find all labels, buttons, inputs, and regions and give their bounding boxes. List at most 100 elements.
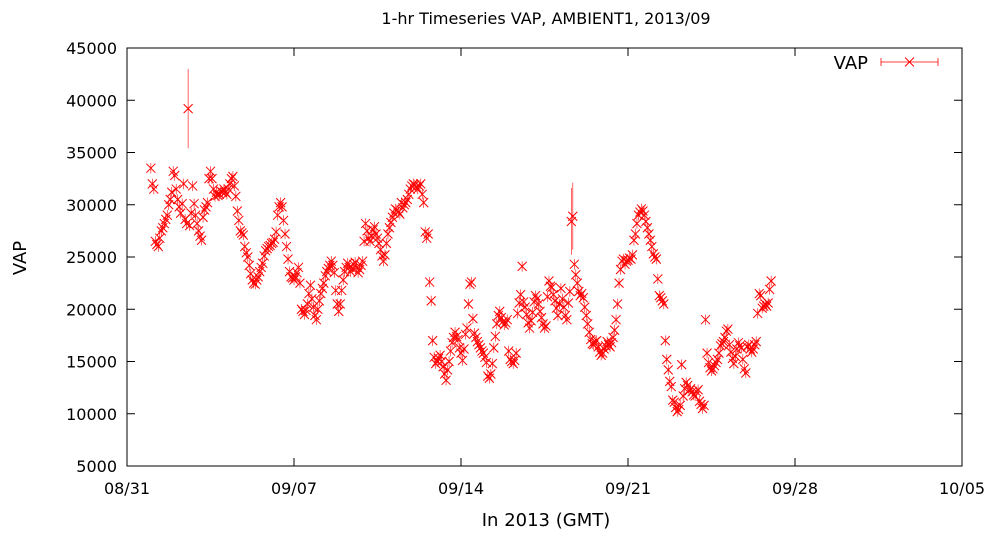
point-marker [380,250,390,260]
data-point [488,342,499,354]
data-point [146,162,156,174]
point-marker [462,323,472,333]
data-point [503,345,514,357]
data-point [426,295,437,307]
data-point [171,183,182,195]
point-marker [630,229,641,239]
point-marker [162,210,173,221]
data-point [293,262,304,273]
data-point [714,347,724,359]
data-point [357,255,368,267]
data-point [318,277,329,289]
point-marker [687,386,697,397]
point-marker [247,275,258,285]
point-marker [478,348,489,358]
data-point [644,228,654,240]
data-point [502,314,513,325]
data-point [581,310,592,321]
legend: VAP [834,53,939,74]
data-point [749,339,760,351]
point-marker [655,292,666,303]
data-point [333,306,344,317]
point-marker [292,267,302,278]
point-marker [222,189,232,200]
data-point [442,364,453,376]
data-point [564,286,575,297]
data-point [663,364,674,376]
point-marker [251,275,262,285]
point-marker [451,331,462,342]
point-marker [581,310,592,321]
data-point [335,298,346,310]
point-marker [591,335,602,346]
point-marker [566,216,577,227]
point-marker [736,343,747,353]
data-point [652,273,663,285]
data-point [190,209,201,221]
data-point [608,332,618,343]
point-marker [511,348,522,358]
point-marker [602,336,612,347]
point-marker [163,199,174,210]
data-point [697,403,708,414]
point-marker [338,275,349,285]
point-marker [675,400,686,411]
data-point [660,335,671,346]
point-marker [664,376,675,387]
data-point [591,335,602,346]
data-point [611,314,621,325]
data-point [277,201,287,213]
point-marker [576,288,587,299]
y-tick-label: 35000 [66,144,117,163]
data-point [736,342,747,354]
point-marker [472,336,483,347]
point-marker [660,335,671,346]
data-point [632,218,642,229]
data-point [763,297,774,309]
data-point [313,304,323,315]
data-point [491,318,502,330]
point-marker [280,229,290,239]
x-tick-label: 09/14 [438,479,484,498]
data-point [553,310,563,321]
point-marker [460,329,471,340]
point-marker [740,368,751,378]
x-tick-label: 09/07 [271,479,317,498]
point-marker [459,344,469,354]
point-marker [669,397,680,408]
data-point [658,298,669,310]
data-point [702,347,712,359]
point-marker [681,377,692,388]
point-marker [657,296,668,306]
data-point [314,295,325,307]
point-marker [435,350,445,361]
point-marker [293,262,304,273]
point-marker [305,280,316,291]
data-point [154,232,165,244]
point-marker [241,247,252,258]
point-marker [148,184,159,194]
data-point [641,216,651,227]
data-point [676,359,687,370]
data-point [360,218,371,229]
point-marker [239,241,250,252]
point-marker [755,290,766,301]
data-point [711,357,721,368]
data-point [642,222,653,233]
point-marker [548,289,559,300]
legend-label: VAP [834,53,868,74]
point-marker [269,234,280,245]
point-marker [171,184,182,194]
data-point [512,308,523,319]
data-point [435,350,445,361]
point-marker [453,334,463,345]
y-tick-label: 25000 [66,248,117,267]
point-marker [365,236,375,247]
data-point [582,318,593,330]
point-marker [496,312,507,323]
point-marker [311,314,322,325]
data-point [242,251,253,263]
data-point [383,228,393,240]
point-marker [541,321,551,331]
data-point [438,361,448,372]
